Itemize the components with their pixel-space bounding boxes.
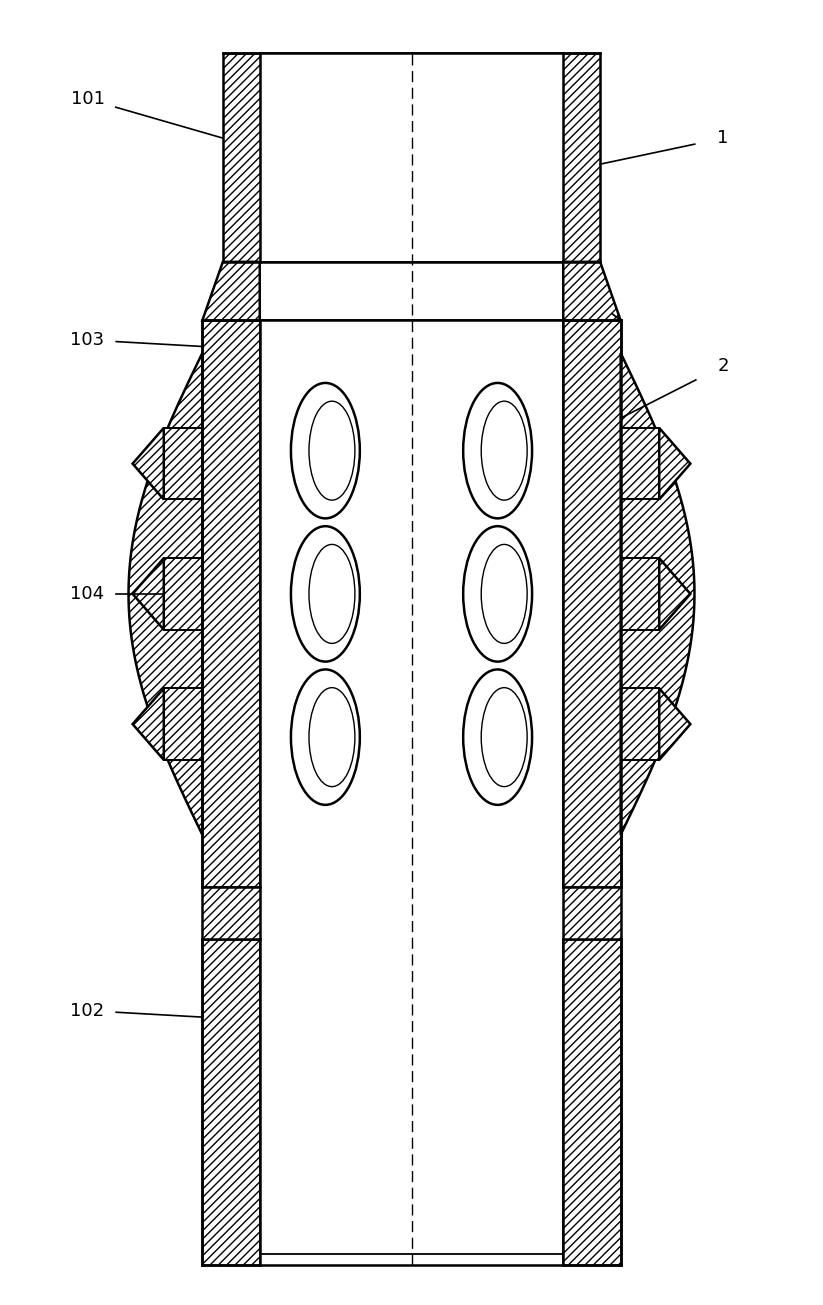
Text: 2: 2 [718, 358, 729, 375]
Ellipse shape [291, 382, 360, 518]
Polygon shape [202, 321, 260, 887]
Text: 104: 104 [71, 585, 105, 603]
Ellipse shape [309, 401, 355, 500]
Ellipse shape [291, 526, 360, 662]
Ellipse shape [291, 669, 360, 805]
Polygon shape [164, 688, 202, 760]
Ellipse shape [463, 382, 532, 518]
Polygon shape [659, 559, 690, 630]
Polygon shape [563, 54, 600, 262]
Polygon shape [563, 321, 621, 887]
Ellipse shape [481, 544, 528, 643]
Polygon shape [223, 54, 260, 262]
Polygon shape [621, 688, 659, 760]
Polygon shape [659, 428, 690, 500]
Polygon shape [621, 428, 659, 500]
Polygon shape [164, 559, 202, 630]
Polygon shape [202, 262, 260, 321]
Ellipse shape [309, 544, 355, 643]
Ellipse shape [481, 688, 528, 787]
Text: 101: 101 [71, 90, 105, 108]
Ellipse shape [463, 526, 532, 662]
Polygon shape [164, 428, 202, 500]
Text: 1: 1 [718, 129, 729, 147]
Text: 103: 103 [71, 331, 105, 348]
Polygon shape [133, 559, 164, 630]
Polygon shape [621, 559, 659, 630]
Polygon shape [202, 887, 260, 940]
Ellipse shape [463, 669, 532, 805]
Polygon shape [621, 352, 695, 835]
Polygon shape [563, 262, 621, 321]
Polygon shape [659, 688, 690, 760]
Polygon shape [133, 428, 164, 500]
Polygon shape [563, 887, 621, 940]
Text: 102: 102 [71, 1002, 105, 1019]
Ellipse shape [481, 401, 528, 500]
Polygon shape [128, 352, 202, 835]
Polygon shape [202, 940, 260, 1265]
Ellipse shape [309, 688, 355, 787]
Polygon shape [133, 688, 164, 760]
Polygon shape [563, 940, 621, 1265]
